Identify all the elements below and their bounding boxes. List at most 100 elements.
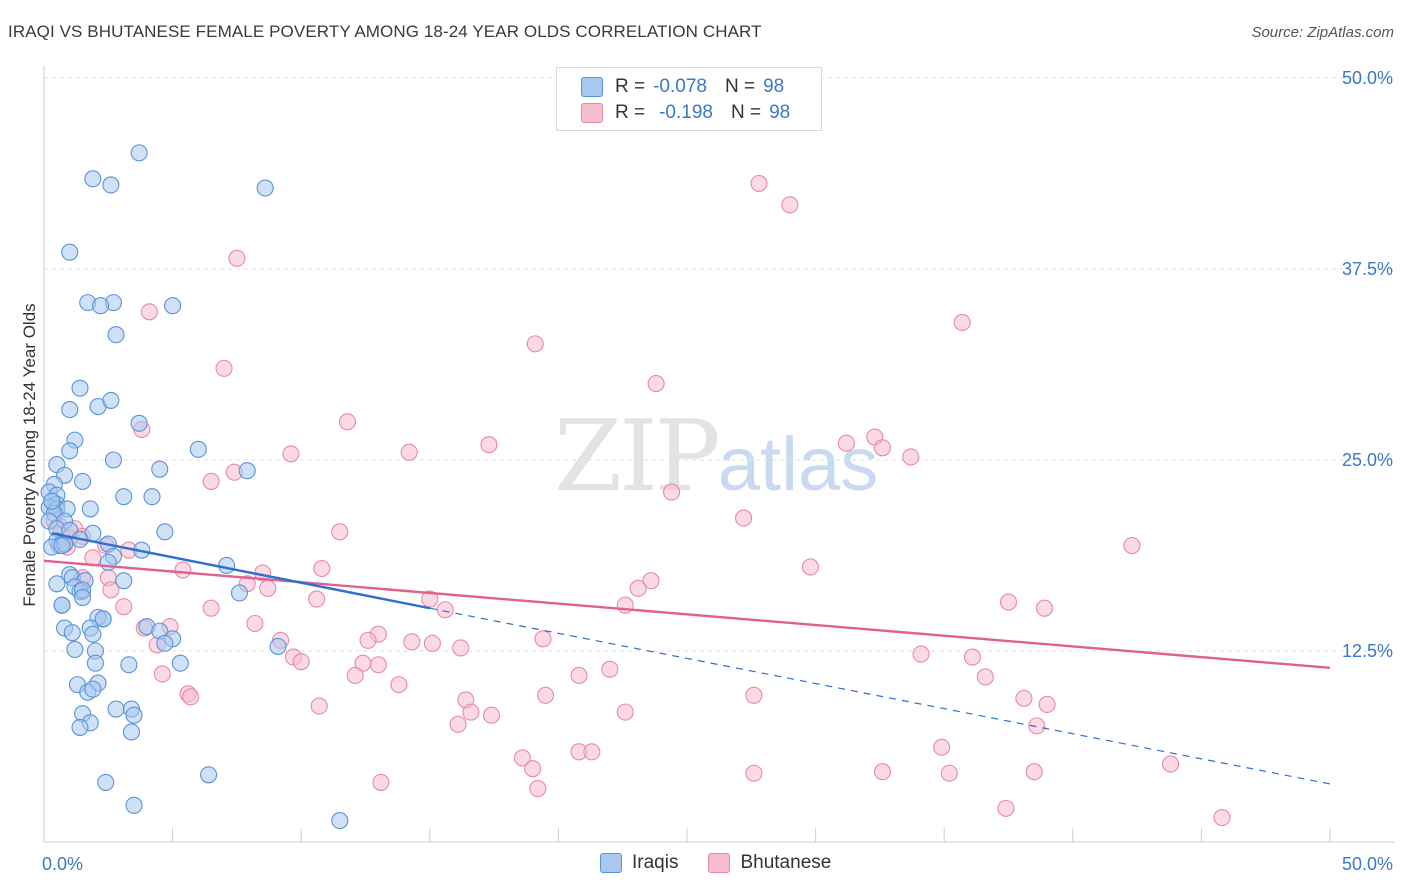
data-point-bhutanese (1123, 537, 1141, 555)
data-point-bhutanese (750, 174, 768, 192)
data-point-bhutanese (480, 436, 498, 454)
data-point-iraqis (164, 297, 182, 315)
legend-n-value-iraqis: 98 (763, 76, 785, 97)
data-point-bhutanese (524, 760, 542, 778)
data-point-bhutanese (246, 614, 264, 633)
chart-title: IRAQI VS BHUTANESE FEMALE POVERTY AMONG … (8, 22, 762, 41)
legend-r-label: R = (615, 76, 646, 97)
data-point-bhutanese (745, 764, 763, 782)
data-point-bhutanese (449, 715, 467, 733)
data-point-iraqis (130, 414, 148, 432)
legend-r-label: R = (615, 102, 646, 123)
data-point-bhutanese (976, 668, 994, 686)
legend-r-value-bhutanese: -0.198 (659, 102, 713, 123)
data-point-iraqis (63, 624, 81, 642)
data-point-bhutanese (583, 743, 601, 761)
data-point-iraqis (71, 379, 89, 397)
trendline-iraqis-extension (429, 607, 1331, 785)
trendline-iraqis (51, 532, 431, 610)
data-point-bhutanese (313, 559, 331, 578)
data-point-bhutanese (482, 706, 501, 724)
data-point-iraqis (143, 488, 161, 506)
data-point-bhutanese (359, 631, 377, 649)
data-point-bhutanese (182, 688, 200, 706)
data-point-bhutanese (292, 653, 310, 671)
data-point-bhutanese (837, 434, 856, 452)
data-point-bhutanese (570, 666, 588, 684)
data-point-bhutanese (801, 558, 820, 576)
data-point-iraqis (331, 812, 349, 830)
legend-swatch-iraqis (600, 853, 622, 873)
watermark-atlas: atlas (717, 422, 879, 507)
data-point-bhutanese (1035, 599, 1054, 617)
data-point-bhutanese (140, 303, 159, 321)
data-point-bhutanese (735, 509, 753, 527)
data-point-iraqis (200, 766, 218, 784)
data-point-bhutanese (310, 697, 328, 715)
data-point-iraqis (97, 773, 115, 791)
legend-item-iraqis[interactable]: Iraqis (600, 852, 678, 874)
data-point-iraqis (120, 656, 138, 674)
data-point-bhutanese (629, 579, 647, 597)
data-point-iraqis (48, 575, 66, 593)
data-point-bhutanese (902, 448, 920, 466)
data-point-bhutanese (282, 445, 300, 463)
data-point-bhutanese (1038, 695, 1056, 714)
data-point-iraqis (84, 680, 102, 698)
legend-label-iraqis: Iraqis (632, 852, 679, 873)
data-point-iraqis (238, 462, 256, 480)
data-point-bhutanese (663, 483, 681, 501)
data-point-bhutanese (963, 648, 982, 666)
data-point-iraqis (43, 492, 61, 510)
data-point-iraqis (74, 472, 92, 490)
y-tick-label: 25.0% (1342, 450, 1393, 470)
data-point-iraqis (84, 625, 102, 643)
data-point-bhutanese (202, 472, 220, 490)
data-point-bhutanese (997, 799, 1015, 817)
data-point-bhutanese (1028, 717, 1046, 735)
data-point-bhutanese (873, 763, 892, 781)
legend-swatch-bhutanese (708, 853, 731, 873)
legend-n-label: N = (730, 102, 762, 123)
data-point-bhutanese (642, 572, 660, 590)
data-point-bhutanese (228, 249, 246, 267)
data-point-bhutanese (1015, 689, 1033, 707)
data-point-iraqis (156, 523, 174, 541)
data-point-bhutanese (647, 375, 665, 393)
data-point-iraqis (130, 144, 148, 162)
data-point-bhutanese (1025, 763, 1043, 781)
data-point-bhutanese (601, 660, 619, 678)
data-point-bhutanese (529, 779, 547, 798)
legend-item-bhutanese[interactable]: Bhutanese (708, 852, 831, 874)
data-point-bhutanese (346, 666, 364, 684)
data-point-iraqis (61, 442, 79, 460)
data-point-bhutanese (400, 443, 418, 461)
data-point-iraqis (74, 588, 92, 607)
data-point-bhutanese (153, 665, 171, 683)
data-point-bhutanese (513, 749, 531, 767)
data-point-bhutanese (462, 703, 480, 721)
data-point-iraqis (230, 584, 249, 602)
data-point-iraqis (61, 243, 79, 261)
data-point-bhutanese (331, 523, 349, 541)
data-point-iraqis (218, 556, 236, 574)
y-tick-label: 37.5% (1342, 259, 1393, 279)
data-point-bhutanese (616, 703, 634, 721)
data-point-iraqis (107, 326, 125, 344)
data-point-iraqis (151, 460, 169, 478)
data-point-bhutanese (536, 686, 555, 704)
data-point-bhutanese (452, 639, 470, 657)
y-tick-label: 12.5% (1342, 641, 1393, 661)
data-point-bhutanese (102, 581, 120, 599)
data-point-iraqis (104, 451, 122, 469)
data-point-iraqis (107, 700, 125, 718)
data-point-bhutanese (115, 598, 133, 616)
legend-row-iraqis: R = -0.078 N = 98 (581, 75, 784, 99)
data-point-iraqis (66, 640, 84, 659)
data-point-iraqis (53, 537, 71, 555)
watermark: ZIPatlas (554, 400, 878, 514)
data-point-bhutanese (1161, 755, 1180, 773)
legend-stats: R = -0.078 N = 98 R = -0.198 N = 98 (556, 67, 822, 131)
data-point-bhutanese (403, 633, 421, 651)
data-point-bhutanese (215, 359, 233, 377)
